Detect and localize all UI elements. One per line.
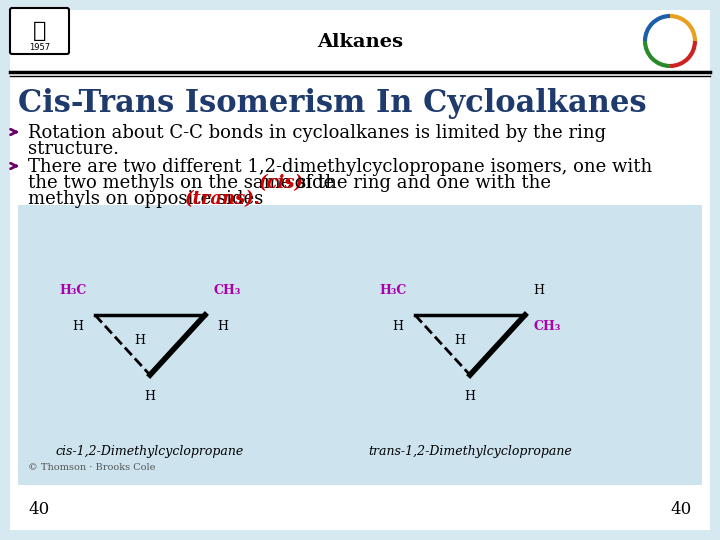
Text: Cis-Trans Isomerism In Cycloalkanes: Cis-Trans Isomerism In Cycloalkanes (18, 88, 647, 119)
Text: Rotation about C-C bonds in cycloalkanes is limited by the ring: Rotation about C-C bonds in cycloalkanes… (28, 124, 606, 142)
Text: There are two different 1,2-dimethylcyclopropane isomers, one with: There are two different 1,2-dimethylcycl… (28, 158, 652, 176)
Text: the two methyls on the same side: the two methyls on the same side (28, 174, 340, 192)
Text: H: H (72, 320, 83, 333)
Text: H: H (454, 334, 466, 347)
Text: H: H (464, 390, 475, 403)
Text: H: H (533, 284, 544, 297)
Text: 40: 40 (671, 502, 692, 518)
Text: trans-1,2-Dimethylcyclopropane: trans-1,2-Dimethylcyclopropane (368, 446, 572, 458)
Text: of the ring and one with the: of the ring and one with the (289, 174, 551, 192)
Text: H: H (217, 320, 228, 333)
Text: (cis): (cis) (259, 174, 304, 192)
Text: 40: 40 (28, 502, 49, 518)
Text: H₃C: H₃C (379, 284, 407, 297)
Text: structure.: structure. (28, 140, 119, 158)
Text: H: H (392, 320, 403, 333)
FancyBboxPatch shape (10, 8, 69, 54)
Text: cis-1,2-Dimethylcyclopropane: cis-1,2-Dimethylcyclopropane (56, 446, 244, 458)
Text: (trans).: (trans). (185, 190, 261, 208)
Text: methyls on opposite sides: methyls on opposite sides (28, 190, 269, 208)
Text: 1957: 1957 (30, 44, 50, 52)
FancyBboxPatch shape (10, 10, 710, 530)
Text: © Thomson · Brooks Cole: © Thomson · Brooks Cole (28, 462, 156, 471)
Text: Alkanes: Alkanes (317, 33, 403, 51)
FancyBboxPatch shape (18, 205, 702, 485)
Text: CH₃: CH₃ (213, 284, 240, 297)
FancyBboxPatch shape (10, 10, 710, 70)
Text: H: H (135, 334, 145, 347)
Text: H: H (145, 390, 156, 403)
Text: CH₃: CH₃ (533, 320, 560, 333)
Text: 🌴: 🌴 (33, 21, 47, 41)
Text: H₃C: H₃C (60, 284, 87, 297)
